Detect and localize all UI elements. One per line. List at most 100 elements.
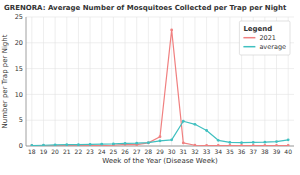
series-point (252, 144, 255, 146)
x-tick-label: 36 (238, 148, 246, 155)
series-point (89, 143, 92, 146)
x-tick-label: 30 (168, 148, 176, 155)
series-point (240, 141, 243, 144)
grid (26, 17, 294, 146)
x-tick-label: 22 (75, 148, 83, 155)
x-axis-label: Week of the Year (Disease Week) (102, 157, 218, 165)
y-tick-label: 20 (15, 39, 23, 47)
x-tick-label: 27 (133, 148, 141, 155)
x-tick-label: 32 (191, 148, 199, 155)
x-tick-label: 31 (179, 148, 187, 155)
x-grid-line (160, 17, 161, 146)
series-point (65, 144, 68, 146)
legend-box (239, 21, 290, 55)
x-tick-label: 25 (110, 148, 118, 155)
x-tick-label: 39 (273, 148, 281, 155)
x-grid-line (125, 17, 126, 146)
legend-title: Legend (243, 25, 272, 33)
series-point (30, 144, 33, 146)
series-point (42, 144, 45, 146)
series-point (100, 143, 103, 146)
series-point (182, 142, 185, 145)
legend-label: 2021 (259, 34, 276, 42)
x-tick-label: 37 (249, 148, 257, 155)
x-grid-line (218, 17, 219, 146)
series-point (54, 144, 57, 146)
x-tick-label: 21 (63, 148, 71, 155)
legend-swatch (243, 37, 255, 39)
x-tick-label: 29 (156, 148, 164, 155)
x-tick-label: 26 (121, 148, 129, 155)
x-tick-label: 24 (98, 148, 106, 155)
series-line (32, 30, 288, 146)
series-point (147, 141, 150, 144)
x-tick-label: 28 (145, 148, 153, 155)
x-tick-label: 38 (261, 148, 269, 155)
legend-label: average (259, 43, 286, 51)
series-point (205, 129, 208, 132)
x-grid-line (101, 17, 102, 146)
x-tick-label: 20 (51, 148, 59, 155)
series-line (32, 121, 288, 145)
series-point (194, 144, 197, 146)
series-point (77, 144, 80, 146)
y-tick-label: 15 (15, 65, 23, 73)
series-point (124, 142, 127, 145)
y-tick-label: 5 (19, 116, 23, 124)
x-grid-line (183, 17, 184, 146)
x-grid-line (194, 17, 195, 146)
x-tick-label: 33 (203, 148, 211, 155)
series-point (252, 141, 255, 144)
y-tick-label: 10 (15, 91, 23, 99)
series-point (77, 143, 80, 146)
y-axis-label: Number per Trap per Night (1, 34, 9, 128)
series-point (275, 140, 278, 143)
legend: Legend2021average (239, 21, 290, 55)
x-grid-line (55, 17, 56, 146)
series-point (229, 144, 232, 146)
series-point (42, 144, 45, 146)
series-point (54, 144, 57, 146)
x-grid-line (43, 17, 44, 146)
series-point (263, 141, 266, 144)
x-grid-line (78, 17, 79, 146)
title: GRENORA: Average Number of Mosquitoes Co… (4, 4, 287, 12)
x-tick-label: 35 (226, 148, 234, 155)
series-point (159, 139, 162, 142)
series-point (65, 143, 68, 146)
x-grid-line (206, 17, 207, 146)
series-point (217, 144, 220, 146)
series-point (170, 138, 173, 141)
series-point (275, 144, 278, 146)
y-axis-line (26, 17, 27, 146)
series-point (159, 135, 162, 138)
series-point (112, 143, 115, 146)
series-point (30, 144, 33, 146)
plot-area (30, 29, 289, 147)
series-point (147, 142, 150, 145)
legend-swatch (243, 46, 255, 48)
y-tick-label: 25 (15, 13, 23, 21)
series-point (194, 123, 197, 126)
series-point (205, 144, 208, 146)
series-point (135, 142, 138, 145)
x-grid-line (148, 17, 149, 146)
x-tick-label: 23 (86, 148, 94, 155)
x-grid-line (90, 17, 91, 146)
x-grid-line (229, 17, 230, 146)
series-point (182, 120, 185, 123)
x-tick-label: 18 (28, 148, 36, 155)
x-tick-label: 40 (284, 148, 292, 155)
y-tick-label: 0 (19, 142, 23, 150)
series-point (287, 144, 290, 146)
series-point (217, 139, 220, 142)
x-grid-line (136, 17, 137, 146)
series-point (229, 141, 232, 144)
chart: GRENORA: Average Number of Mosquitoes Co… (0, 0, 300, 175)
x-grid-line (113, 17, 114, 146)
series-point (287, 138, 290, 141)
x-tick-label: 19 (40, 148, 48, 155)
x-tick-label: 34 (214, 148, 222, 155)
series-point (263, 144, 266, 146)
series-point (240, 144, 243, 146)
